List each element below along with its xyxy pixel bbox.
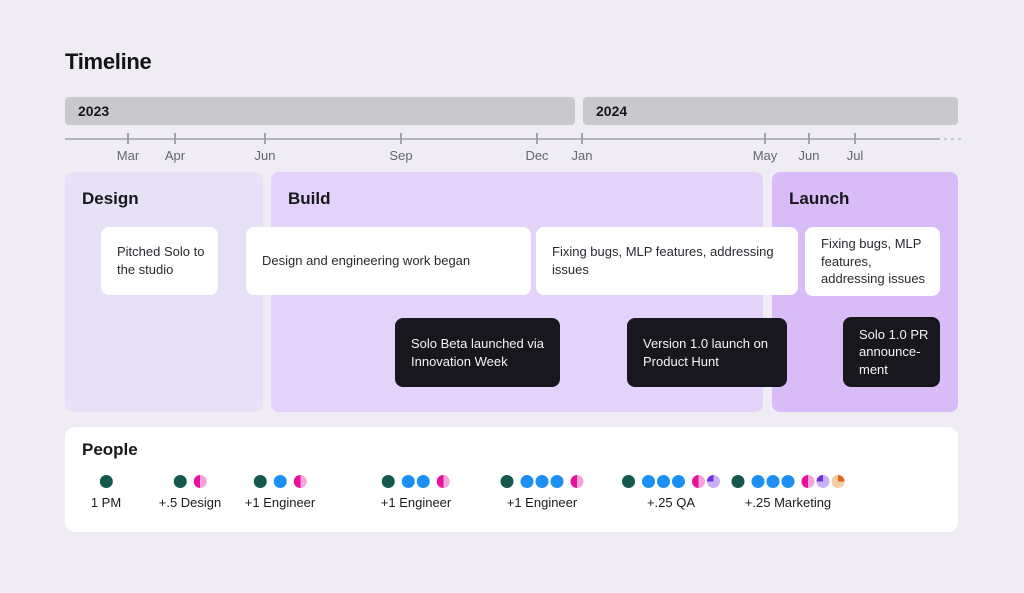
milestone-card: Solo 1.0 PR announce-ment [843, 317, 940, 387]
axis-month-label: May [752, 148, 778, 163]
timeline-axis-line [65, 138, 940, 140]
axis-tick [764, 133, 766, 144]
people-group-label: +1 Engineer [244, 495, 316, 510]
axis-continuation-dots [944, 138, 963, 140]
person-dot-pm [173, 475, 187, 488]
year-label: 2024 [596, 103, 628, 119]
milestone-card: Solo Beta launched via Innovation Week [395, 318, 560, 387]
person-dot-design-half [193, 475, 207, 488]
axis-tick [536, 133, 538, 144]
axis-month-label: Mar [116, 148, 140, 163]
person-dot-engineer [766, 475, 780, 488]
people-dots-row [622, 475, 720, 488]
person-dot-qa-quarter [816, 475, 830, 488]
activity-card: Fixing bugs, MLP features, addressing is… [536, 227, 798, 295]
person-dot-design-half [293, 475, 307, 488]
year-label: 2023 [78, 103, 110, 119]
axis-month-label: Dec [525, 148, 549, 163]
person-dot-pm [381, 475, 395, 488]
card-text: Solo Beta launched via Innovation Week [411, 335, 544, 369]
axis-tick [264, 133, 266, 144]
people-group-label: +1 Engineer [380, 495, 452, 510]
people-heading: People [82, 440, 138, 459]
person-dot-engineer [535, 475, 549, 488]
person-dot-pm [622, 475, 635, 488]
person-dot-engineer [401, 475, 415, 488]
person-dot-marketing-quarter [831, 475, 845, 488]
people-panel: People 1 PM +.5 Design +1 Engineer +1 Engin… [65, 427, 958, 532]
axis-tick [854, 133, 856, 144]
person-dot-engineer [751, 475, 765, 488]
axis-tick [174, 133, 176, 144]
person-dot-engineer [550, 475, 564, 488]
axis-month-label: Jul [846, 148, 864, 163]
activity-card: Design and engineering work began [246, 227, 531, 295]
person-dot-design-half [801, 475, 815, 488]
axis-month-label: Jun [254, 148, 276, 163]
axis-month-label: Sep [389, 148, 413, 163]
year-bar-2024: 2024 [583, 97, 958, 125]
person-dot-design-half [436, 475, 450, 488]
phase-title: Design [82, 189, 139, 208]
people-dots-row [173, 475, 207, 488]
person-dot-pm [500, 475, 514, 488]
people-dots-row [99, 475, 113, 488]
milestone-card: Version 1.0 launch on Product Hunt [627, 318, 787, 387]
person-dot-engineer [520, 475, 534, 488]
people-group: 1 PM [91, 475, 121, 510]
phase-title: Build [288, 189, 331, 208]
people-group: +.5 Design [158, 475, 222, 510]
person-dot-design-half [570, 475, 584, 488]
person-dot-pm [253, 475, 267, 488]
card-text: Pitched Solo to the studio [117, 244, 205, 277]
year-bar-2023: 2023 [65, 97, 575, 125]
activity-card: Pitched Solo to the studio [101, 227, 218, 295]
people-group: +.25 QA [622, 475, 720, 510]
person-dot-design-half [692, 475, 705, 488]
people-dots-row [381, 475, 450, 488]
page-title: Timeline [65, 49, 152, 74]
person-dot-engineer [273, 475, 287, 488]
card-text: Design and engineering work began [262, 253, 471, 269]
people-group-label: +1 Engineer [506, 495, 578, 510]
people-group: +.25 Marketing [731, 475, 845, 510]
people-group-label: 1 PM [90, 495, 122, 510]
person-dot-engineer [642, 475, 655, 488]
people-group-label: +.25 QA [646, 495, 696, 510]
people-group: +1 Engineer [500, 475, 584, 510]
person-dot-engineer [672, 475, 685, 488]
phase-title: Launch [789, 189, 850, 208]
people-group-label: +.5 Design [158, 495, 222, 510]
card-text: Solo 1.0 PR announce-ment [859, 326, 929, 377]
person-dot-engineer [781, 475, 795, 488]
people-group: +1 Engineer [245, 475, 315, 510]
person-dot-engineer [416, 475, 430, 488]
person-dot-qa-quarter [707, 475, 720, 488]
people-group: +1 Engineer [381, 475, 451, 510]
axis-month-label: Jan [571, 148, 593, 163]
person-dot-pm [731, 475, 745, 488]
activity-card: Fixing bugs, MLP features, addressing is… [805, 227, 940, 296]
people-dots-row [500, 475, 584, 488]
people-dots-row [253, 475, 307, 488]
axis-month-label: Apr [164, 148, 186, 163]
card-text: Version 1.0 launch on Product Hunt [643, 335, 769, 369]
axis-month-label: Jun [798, 148, 820, 163]
card-text: Fixing bugs, MLP features, addressing is… [552, 244, 774, 277]
people-group-label: +.25 Marketing [744, 495, 832, 510]
axis-tick [581, 133, 583, 144]
person-dot-engineer [657, 475, 670, 488]
axis-tick [400, 133, 402, 144]
axis-tick [808, 133, 810, 144]
axis-tick [127, 133, 129, 144]
person-dot-pm [99, 475, 113, 488]
people-dots-row [731, 475, 845, 488]
card-text: Fixing bugs, MLP features, addressing is… [821, 236, 926, 287]
